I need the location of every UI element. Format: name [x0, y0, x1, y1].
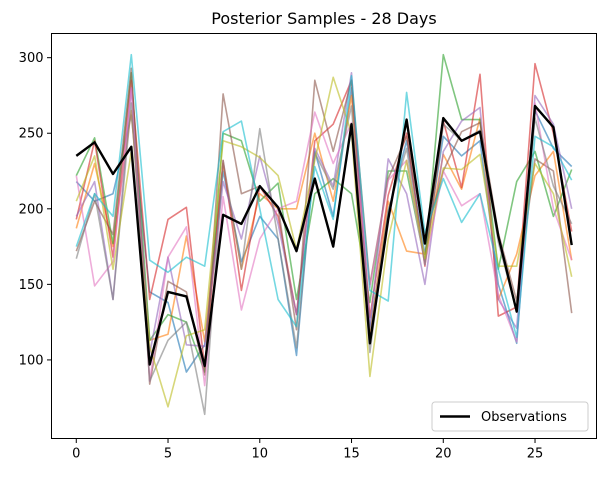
- y-tick-label-250: 250: [19, 127, 44, 142]
- x-tick-label-15: 15: [343, 447, 360, 462]
- legend-observations-label: Observations: [481, 410, 567, 425]
- observation-line-group: [75, 104, 573, 368]
- observations-line: [75, 104, 573, 368]
- y-tick-label-200: 200: [19, 202, 44, 217]
- x-tick-label-0: 0: [72, 447, 80, 462]
- x-axis-ticks: 0 5 10 15 20 25: [72, 438, 544, 462]
- chart-title: Posterior Samples - 28 Days: [211, 9, 436, 28]
- x-tick-label-5: 5: [164, 447, 172, 462]
- y-axis-ticks: 100 150 200 250 300: [19, 51, 52, 368]
- x-tick-label-20: 20: [435, 447, 452, 462]
- x-tick-label-10: 10: [252, 447, 269, 462]
- legend: Observations: [431, 401, 589, 432]
- y-tick-label-100: 100: [19, 353, 44, 368]
- plot-frame: [51, 33, 597, 439]
- sample-line-10: [75, 53, 573, 339]
- sample-line-5: [75, 72, 573, 355]
- sample-line-7: [75, 87, 573, 387]
- y-tick-label-150: 150: [19, 278, 44, 293]
- legend-box: [431, 401, 589, 432]
- x-tick-label-25: 25: [527, 447, 544, 462]
- sample-line-9: [75, 76, 573, 408]
- y-tick-label-300: 300: [19, 51, 44, 66]
